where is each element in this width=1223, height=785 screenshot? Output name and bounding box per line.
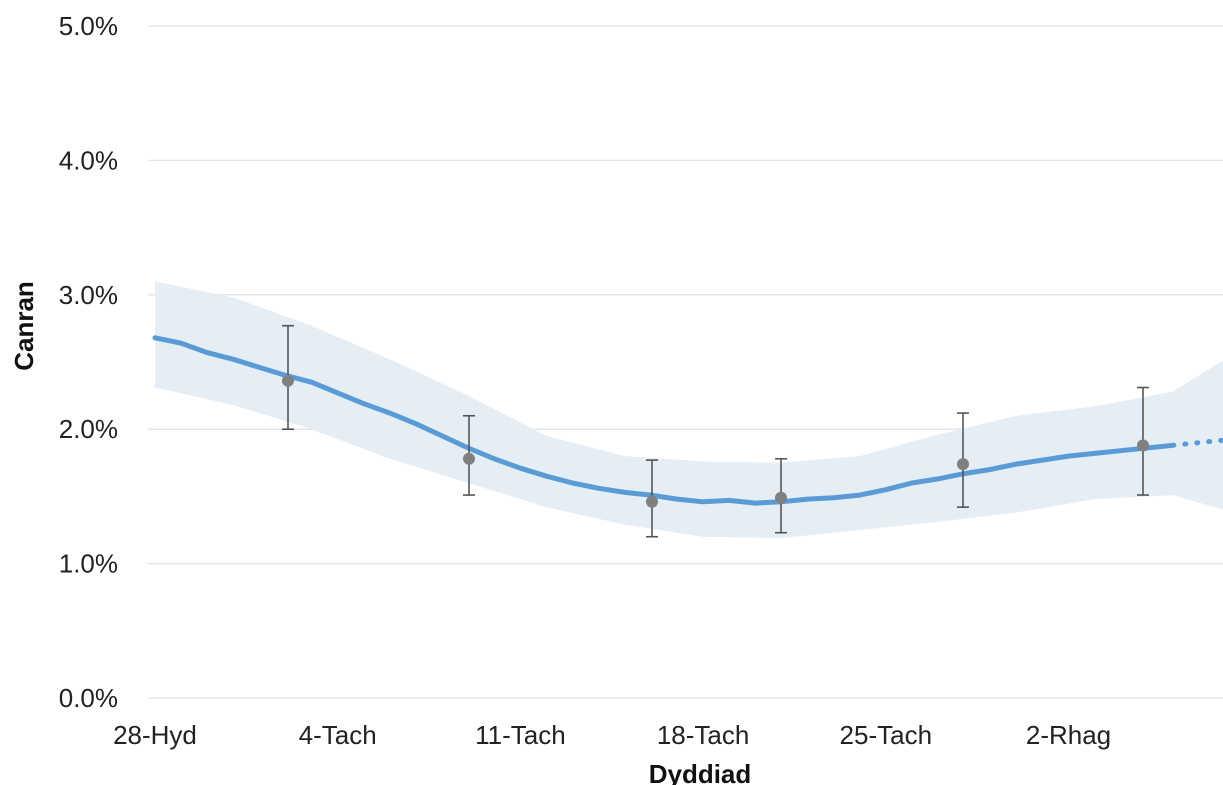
data-point — [646, 495, 658, 508]
trend-line — [152, 335, 1176, 506]
x-tick-label: 4-Tach — [299, 720, 377, 750]
data-point — [1137, 439, 1149, 452]
x-tick-label: 28-Hyd — [113, 720, 197, 750]
data-point — [282, 374, 294, 387]
error-bars — [282, 324, 1149, 538]
data-point — [775, 491, 787, 504]
x-tick-label: 2-Rhag — [1026, 720, 1111, 750]
y-tick-label: 0.0% — [59, 683, 118, 713]
y-tick-label: 1.0% — [59, 549, 118, 579]
x-tick-label: 25-Tach — [840, 720, 933, 750]
y-tick-label: 4.0% — [59, 145, 118, 175]
y-tick-label: 3.0% — [59, 280, 118, 310]
y-axis-ticks: 0.0% 1.0% 2.0% 3.0% 4.0% 5.0% — [59, 11, 118, 713]
data-point — [957, 458, 969, 471]
y-tick-label: 2.0% — [59, 414, 118, 444]
projected-trend-line — [1170, 437, 1223, 448]
data-point — [463, 452, 475, 465]
y-tick-label: 5.0% — [59, 11, 118, 41]
x-tick-label: 18-Tach — [657, 720, 750, 750]
x-axis-ticks: 28-Hyd 4-Tach 11-Tach 18-Tach 25-Tach 2-Rhag — [113, 720, 1111, 750]
y-axis-title: Canran — [9, 281, 39, 371]
x-axis-title: Dyddiad — [649, 759, 752, 785]
x-tick-label: 11-Tach — [475, 720, 566, 750]
